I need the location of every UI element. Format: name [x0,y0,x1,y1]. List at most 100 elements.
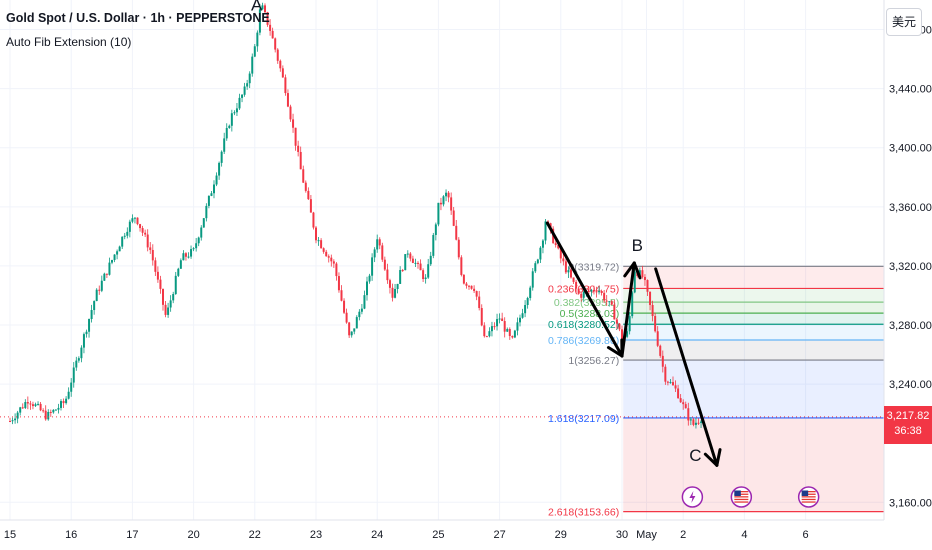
candle [394,284,397,299]
candle [159,275,162,294]
candle [646,279,649,296]
wave-annotations[interactable]: A B C [251,0,820,508]
candle [113,254,116,263]
candle [649,291,652,311]
fib-band [623,360,884,418]
currency-button[interactable]: 美元 [886,8,922,36]
candle [575,279,578,294]
candle [600,289,603,296]
candle [526,296,529,309]
candle [210,190,213,197]
candle [225,123,228,141]
candle [294,127,297,151]
candle [455,219,458,241]
wave-label-b[interactable]: B [632,236,643,255]
candle [363,290,366,310]
x-tick-label: 22 [249,529,261,541]
candle [429,251,432,266]
candle [457,237,460,260]
candle [105,273,108,278]
candle [220,150,223,167]
y-tick-label: 3,320.00 [889,261,932,273]
x-tick-label: 17 [126,529,138,541]
candle [54,409,57,411]
candle [144,229,147,238]
candle [511,335,514,339]
candle [72,362,75,388]
candle [233,110,236,116]
candle [195,237,198,252]
candle [401,268,404,272]
candle [80,345,83,363]
candle [162,288,164,311]
candle [123,232,126,240]
symbol-title: Gold Spot / U.S. Dollar · 1h · PEPPERSTO… [6,11,270,25]
candle [139,223,142,232]
candle [478,290,481,311]
candle [388,278,391,294]
wave-arrow[interactable] [654,267,722,467]
candle [539,246,542,263]
candle [42,408,45,413]
candle [628,312,631,335]
candle [631,290,634,319]
candle [432,232,435,259]
candle [93,300,96,315]
candle [332,259,335,268]
fib-band [623,339,884,361]
candle [44,405,47,421]
candle [672,376,674,386]
candle [151,244,154,266]
candle [154,257,157,276]
candle [434,222,437,241]
candle [399,266,402,284]
candle [654,312,657,333]
fib-extension-zone[interactable]: 0(3319.72)0.236(3304.75)0.382(3295.5)0.5… [548,261,884,519]
candle [468,285,470,290]
candle [286,89,289,108]
x-tick-label: 20 [187,529,199,541]
wave-label-c[interactable]: C [689,446,701,465]
fib-band [623,313,884,325]
candle [666,380,669,386]
candle [447,190,450,203]
bar-countdown: 36:38 [894,425,922,437]
candle [404,254,407,271]
lightning-event-icon[interactable] [681,486,704,508]
wave-arrow[interactable] [620,261,642,358]
candle [253,44,256,58]
indicator-legend[interactable]: Auto Fib Extension (10) [6,35,132,49]
fib-level-label: 0.382(3295.5) [554,297,619,309]
candle [618,323,621,332]
candle [508,327,511,340]
y-tick-label: 3,240.00 [889,379,932,391]
candle [345,308,348,324]
candle [337,272,340,293]
candle [312,211,315,230]
candle [279,59,282,72]
candle [207,195,210,209]
candle [470,285,473,290]
candle [70,378,73,397]
x-tick-label: 15 [4,529,16,541]
us-flag-event-icon[interactable] [797,486,820,508]
candle [383,256,386,271]
candle [679,394,682,403]
candle [580,292,583,302]
wave-label-a[interactable]: A [251,0,263,14]
candle [238,93,241,111]
candle [340,285,343,302]
us-flag-event-icon[interactable] [730,486,753,508]
candle [57,403,60,414]
fib-band [623,302,884,314]
candle [205,203,208,222]
candle [516,317,519,336]
candle [116,249,119,260]
candle [136,217,139,226]
candle [519,314,521,327]
x-tick-label: 27 [493,529,505,541]
candle [230,109,233,132]
candle [218,161,221,180]
candle [406,250,409,258]
